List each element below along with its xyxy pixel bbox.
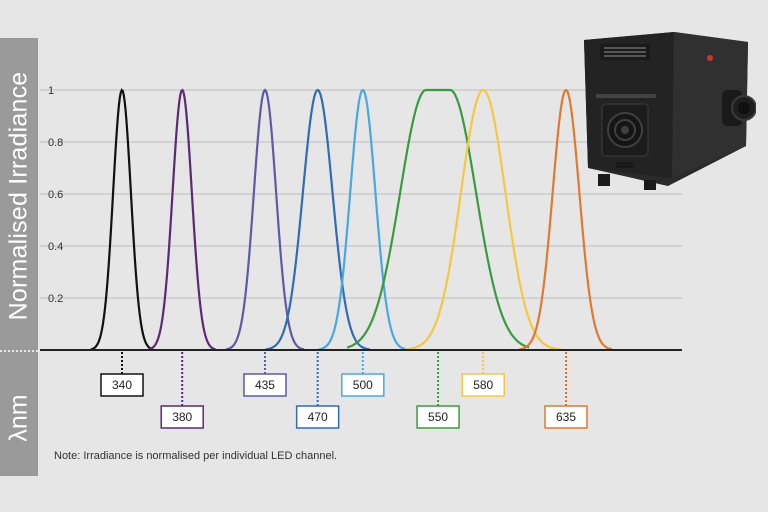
y-tick-label: 1 — [48, 85, 54, 97]
y-tick-labels: 0.2 0.4 0.6 0.8 1 — [48, 85, 63, 305]
wavelength-label-470: 470 — [308, 410, 328, 424]
spectral-curve-380 — [148, 88, 216, 351]
wavelength-box-435 — [243, 373, 287, 397]
spectral-curve-500 — [318, 88, 407, 351]
wavelength-box-580 — [461, 373, 505, 397]
wavelength-box-340 — [100, 373, 144, 397]
wavelength-label-635: 635 — [556, 410, 576, 424]
wavelength-box-635 — [544, 405, 588, 429]
wavelength-label-580: 580 — [473, 378, 493, 392]
spectral-curve-470 — [265, 88, 370, 351]
grid-lines — [40, 89, 682, 299]
wavelength-box-470 — [295, 405, 340, 429]
wavelength-label-550: 550 — [428, 410, 448, 424]
spectral-curve-340 — [90, 88, 154, 351]
y-tick-label: 0.2 — [48, 293, 63, 305]
irradiance-note: Note: Irradiance is normalised per indiv… — [54, 450, 338, 462]
y-tick-label: 0.8 — [48, 137, 63, 149]
wavelength-markers: 340 380 435 470 500 550 580 635 — [100, 352, 588, 429]
wavelength-label-500: 500 — [353, 378, 373, 392]
axis-label-band — [0, 38, 38, 476]
wavelength-box-380 — [160, 405, 204, 429]
y-tick-label: 0.4 — [48, 241, 63, 253]
spectral-curves — [90, 88, 613, 351]
wavelength-label-340: 340 — [112, 378, 132, 392]
wavelength-label-435: 435 — [255, 378, 275, 392]
spectral-curve-580 — [405, 88, 562, 351]
wavelength-box-550 — [416, 405, 460, 429]
spectral-curve-435 — [225, 88, 305, 351]
y-tick-label: 0.6 — [48, 189, 63, 201]
wavelength-label-380: 380 — [172, 410, 192, 424]
light-source-device-illustration — [584, 32, 756, 190]
band-separator — [0, 350, 38, 352]
spectral-curve-635 — [518, 88, 613, 351]
wavelength-box-500 — [341, 373, 385, 397]
spectral-curve-550 — [346, 88, 530, 349]
